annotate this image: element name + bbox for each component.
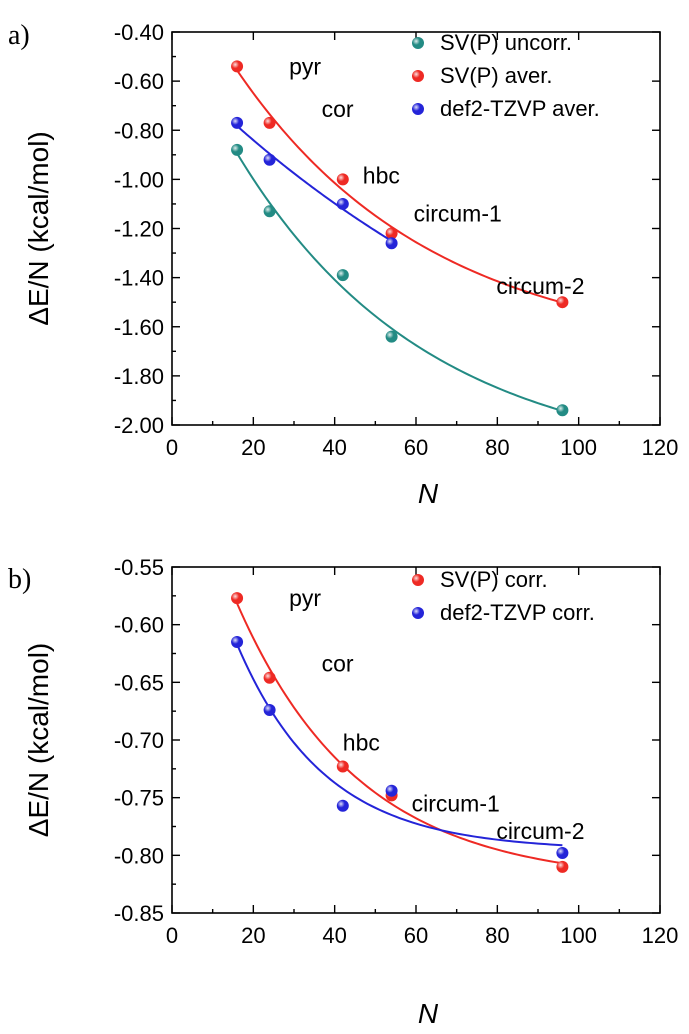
point-annotation: pyr bbox=[289, 585, 321, 611]
legend-marker-highlight bbox=[412, 574, 424, 586]
data-point-highlight bbox=[231, 592, 244, 605]
data-point-highlight bbox=[385, 330, 398, 343]
data-point-highlight bbox=[385, 237, 398, 250]
legend-entry: SV(P) uncorr. bbox=[440, 30, 572, 55]
y-tick-label: -1.40 bbox=[114, 266, 164, 291]
point-annotation: cor bbox=[322, 651, 354, 677]
data-point-highlight bbox=[231, 143, 244, 156]
data-point-highlight bbox=[336, 760, 349, 773]
data-point-highlight bbox=[263, 153, 276, 166]
x-tick-label: 120 bbox=[642, 923, 679, 948]
x-tick-label: 40 bbox=[322, 435, 346, 460]
x-tick-label: 120 bbox=[642, 435, 679, 460]
x-axis-title: N bbox=[418, 998, 439, 1029]
panel-label: b) bbox=[8, 564, 31, 595]
data-point-highlight bbox=[336, 197, 349, 210]
series-curve bbox=[236, 643, 563, 847]
data-point-highlight bbox=[385, 227, 398, 240]
plot-frame bbox=[171, 31, 661, 426]
y-tick-label: -1.20 bbox=[114, 217, 164, 242]
y-tick-label: -0.40 bbox=[114, 20, 164, 45]
data-point-highlight bbox=[556, 404, 569, 417]
data-point-highlight bbox=[556, 847, 569, 860]
series-curve bbox=[236, 602, 563, 865]
legend-marker-highlight bbox=[412, 607, 424, 619]
y-axis-title: ΔE/N (kcal/mol) bbox=[23, 643, 54, 838]
data-point-highlight bbox=[263, 205, 276, 218]
data-point-highlight bbox=[263, 671, 276, 684]
legend-marker-highlight bbox=[412, 70, 424, 82]
data-point-highlight bbox=[263, 704, 276, 717]
point-annotation: cor bbox=[322, 96, 354, 122]
data-point-highlight bbox=[385, 784, 398, 797]
series-curve bbox=[236, 69, 563, 304]
y-tick-label: -1.80 bbox=[114, 364, 164, 389]
data-point-highlight bbox=[556, 860, 569, 873]
chart-panel-b: b) 0 20 40 60 80 100 120 -0.85 -0.80 -0.75 -0.70 -0.… bbox=[8, 555, 678, 1029]
y-axis-title: ΔE/N (kcal/mol) bbox=[23, 131, 54, 326]
y-tick-label: -0.60 bbox=[114, 613, 164, 638]
point-annotation: circum-1 bbox=[412, 790, 500, 816]
point-annotation: circum-2 bbox=[496, 273, 584, 299]
data-point-highlight bbox=[231, 116, 244, 129]
legend-entry: SV(P) corr. bbox=[440, 567, 548, 592]
x-tick-label: 100 bbox=[560, 923, 597, 948]
x-tick-label: 100 bbox=[560, 435, 597, 460]
data-point-highlight bbox=[556, 296, 569, 309]
data-point-highlight bbox=[263, 116, 276, 129]
y-tick-label: -0.75 bbox=[114, 786, 164, 811]
data-point-highlight bbox=[336, 173, 349, 186]
panel-label: a) bbox=[8, 20, 30, 51]
x-tick-label: 20 bbox=[241, 435, 265, 460]
x-axis-title: N bbox=[418, 478, 439, 509]
y-tick-label: -1.60 bbox=[114, 315, 164, 340]
x-tick-label: 60 bbox=[404, 435, 428, 460]
y-tick-label: -2.00 bbox=[114, 413, 164, 438]
y-tick-label: -0.60 bbox=[114, 69, 164, 94]
legend-entry: def2-TZVP corr. bbox=[440, 600, 595, 625]
series-curve bbox=[236, 152, 563, 412]
x-tick-label: 0 bbox=[166, 435, 178, 460]
legend-marker-highlight bbox=[412, 37, 424, 49]
x-tick-label: 80 bbox=[485, 435, 509, 460]
legend-entry: SV(P) aver. bbox=[440, 63, 552, 88]
x-tick-label: 40 bbox=[322, 923, 346, 948]
x-tick-label: 80 bbox=[485, 923, 509, 948]
y-tick-label: -0.70 bbox=[114, 728, 164, 753]
y-tick-label: -0.80 bbox=[114, 843, 164, 868]
x-tick-label: 20 bbox=[241, 923, 265, 948]
x-tick-label: 0 bbox=[166, 923, 178, 948]
point-annotation: circum-1 bbox=[414, 200, 502, 226]
point-annotation: circum-2 bbox=[496, 818, 584, 844]
y-tick-label: -1.00 bbox=[114, 167, 164, 192]
y-tick-label: -0.85 bbox=[114, 901, 164, 926]
legend-entry: def2-TZVP aver. bbox=[440, 96, 600, 121]
point-annotation: pyr bbox=[289, 53, 321, 79]
y-tick-label: -0.65 bbox=[114, 670, 164, 695]
y-tick-label: -0.55 bbox=[114, 555, 164, 580]
data-point-highlight bbox=[336, 799, 349, 812]
series-curve bbox=[236, 125, 393, 242]
point-annotation: hbc bbox=[343, 730, 380, 756]
x-tick-label: 60 bbox=[404, 923, 428, 948]
y-tick-label: -0.80 bbox=[114, 118, 164, 143]
legend-marker-highlight bbox=[412, 103, 424, 115]
data-point-highlight bbox=[336, 269, 349, 282]
data-point-highlight bbox=[231, 635, 244, 648]
chart-panel-a: a) 0 20 40 60 80 100 120 -2.00 -1.80 -1.60 -1.40 -1.… bbox=[8, 20, 678, 509]
data-point-highlight bbox=[231, 60, 244, 73]
point-annotation: hbc bbox=[363, 162, 400, 188]
